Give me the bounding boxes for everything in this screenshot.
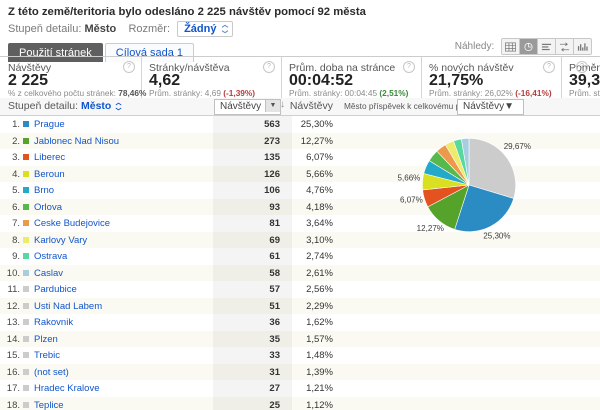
svg-text:29,67%: 29,67% <box>504 142 531 151</box>
svg-text:6,07%: 6,07% <box>400 196 423 205</box>
svg-text:5,66%: 5,66% <box>398 174 421 183</box>
svg-text:12,27%: 12,27% <box>417 224 444 233</box>
svg-text:25,30%: 25,30% <box>483 231 510 240</box>
